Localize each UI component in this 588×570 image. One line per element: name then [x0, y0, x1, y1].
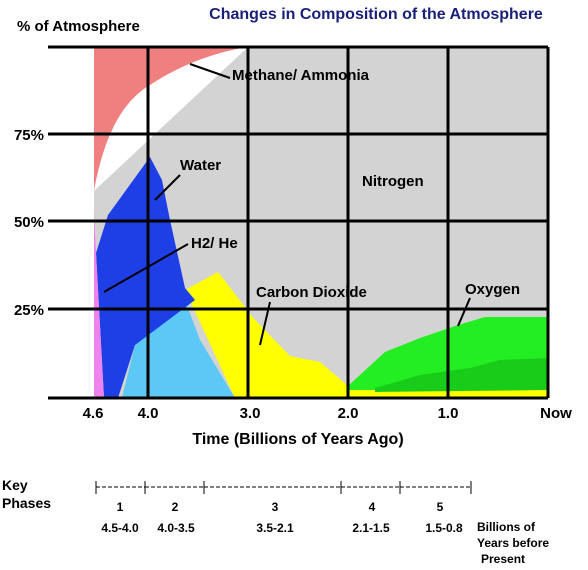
x-tick-3-0: 3.0	[240, 405, 261, 422]
annotations: Methane/ Ammonia Water H2/ He Carbon Dio…	[103, 63, 520, 346]
y-axis-label: % of Atmosphere	[17, 18, 140, 35]
y-tick-25: 25%	[14, 302, 44, 319]
methane-ammonia-label: Methane/ Ammonia	[232, 67, 370, 84]
methane-pointer	[189, 63, 231, 79]
phase-note-3: Present	[481, 552, 525, 566]
y-tick-75: 75%	[14, 127, 44, 144]
phase-range-1: 4.5-4.0	[101, 521, 139, 535]
h2-he-label: H2/ He	[191, 235, 238, 252]
phase-range-5: 1.5-0.8	[425, 521, 463, 535]
oxygen-pointer	[457, 297, 471, 327]
x-ticks: 4.6 4.0 3.0 2.0 1.0 Now	[83, 405, 573, 422]
water-label: Water	[180, 157, 221, 174]
phase-number-4: 4	[369, 500, 376, 514]
x-tick-2-0: 2.0	[338, 405, 359, 422]
oxygen-inner-area	[375, 358, 548, 392]
x-tick-1-0: 1.0	[438, 405, 459, 422]
carbon-dioxide-area	[185, 272, 548, 398]
key-phases-timeline	[95, 481, 472, 494]
h2-he-pointer	[103, 243, 189, 293]
x-tick-4-6: 4.6	[83, 405, 104, 422]
y-ticks: 75% 50% 25%	[14, 127, 44, 319]
key-phases-title-1: Key	[2, 477, 28, 493]
chart-title: Changes in Composition of the Atmosphere	[209, 6, 543, 23]
water-area	[96, 157, 195, 398]
phase-number-2: 2	[172, 500, 179, 514]
phase-note-1: Billions of	[477, 520, 536, 534]
phase-range-3: 3.5-2.1	[256, 521, 294, 535]
x-tick-now: Now	[540, 405, 572, 422]
x-tick-4-0: 4.0	[138, 405, 159, 422]
co2-pointer	[259, 301, 271, 346]
carbon-dioxide-label: Carbon Dioxide	[256, 284, 367, 301]
phase-number-5: 5	[437, 500, 444, 514]
phase-note-2: Years before	[477, 536, 549, 550]
phase-number-1: 1	[117, 500, 124, 514]
y-tick-50: 50%	[14, 214, 44, 231]
h2-he-area	[94, 210, 104, 398]
key-phases: Key Phases 1 2 3 4 5 4.5-4.0 4.0-3.5 3.5…	[2, 477, 549, 566]
oxygen-label: Oxygen	[465, 281, 520, 298]
phase-range-2: 4.0-3.5	[157, 521, 195, 535]
phase-range-4: 2.1-1.5	[352, 521, 390, 535]
x-axis-label: Time (Billions of Years Ago)	[192, 431, 403, 448]
phase-number-3: 3	[272, 500, 279, 514]
water-pointer	[154, 174, 181, 201]
light-blue-area	[122, 300, 235, 398]
methane-ammonia-area	[94, 47, 248, 191]
nitrogen-label: Nitrogen	[362, 173, 424, 190]
key-phases-title-2: Phases	[2, 495, 51, 511]
